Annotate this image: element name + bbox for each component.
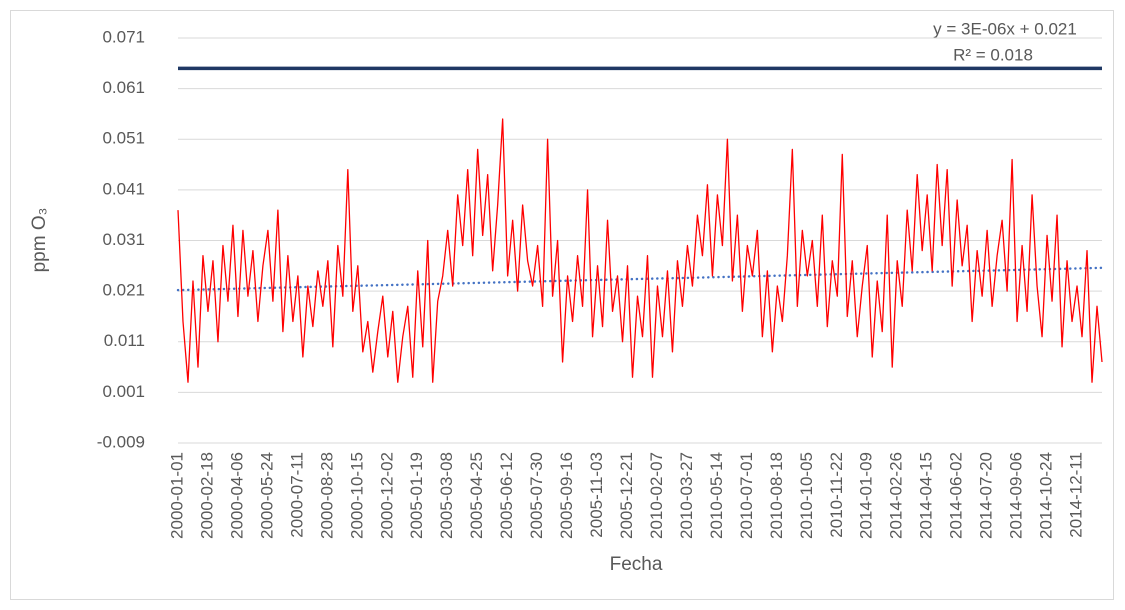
y-axis-title: ppm O₃ xyxy=(29,208,50,273)
r-squared: R² = 0.018 xyxy=(953,45,1033,64)
x-tick-label: 2014-01-09 xyxy=(857,452,876,539)
x-tick-label: 2000-04-06 xyxy=(227,452,246,539)
x-tick-label: 2014-06-02 xyxy=(947,452,966,539)
x-tick-label: 2000-01-01 xyxy=(167,452,186,539)
y-tick-label: 0.061 xyxy=(102,78,145,97)
trend-equation: y = 3E-06x + 0.021 xyxy=(933,19,1077,38)
x-tick-label: 2010-07-01 xyxy=(737,452,756,539)
x-tick-label: 2000-05-24 xyxy=(257,452,276,539)
x-tick-label: 2000-12-02 xyxy=(377,452,396,539)
x-tick-label: 2010-11-22 xyxy=(827,452,846,538)
x-tick-label: 2014-10-24 xyxy=(1037,452,1056,539)
x-tick-label: 2010-02-07 xyxy=(647,452,666,539)
x-tick-label: 2005-12-21 xyxy=(617,452,636,539)
x-tick-label: 2005-06-12 xyxy=(497,452,516,539)
x-tick-label: 2014-12-11 xyxy=(1067,452,1086,538)
x-tick-label: 2005-09-16 xyxy=(557,452,576,539)
y-tick-label: 0.041 xyxy=(102,179,145,198)
data-line xyxy=(177,118,1103,383)
x-tick-label: 2010-03-27 xyxy=(677,452,696,539)
x-tick-label: 2005-11-03 xyxy=(587,452,606,538)
y-tick-label: 0.001 xyxy=(102,382,145,401)
x-tick-label: 2014-07-20 xyxy=(977,452,996,539)
x-tick-label: 2014-09-06 xyxy=(1007,452,1026,539)
x-tick-label: 2005-07-30 xyxy=(527,452,546,539)
x-tick-label: 2010-08-18 xyxy=(767,452,786,539)
x-tick-label: 2005-04-25 xyxy=(467,452,486,539)
y-tick-label: 0.051 xyxy=(102,129,145,148)
x-tick-label: 2010-05-14 xyxy=(707,452,726,539)
x-tick-label: 2000-08-28 xyxy=(317,452,336,539)
trend-line xyxy=(176,266,1104,292)
y-tick-label: 0.031 xyxy=(102,230,145,249)
x-tick-label: 2000-10-15 xyxy=(347,452,366,539)
x-axis-title: Fecha xyxy=(610,554,663,575)
x-tick-label: 2014-04-15 xyxy=(917,452,936,539)
x-tick-label: 2014-02-26 xyxy=(887,452,906,539)
x-tick-label: 2005-03-08 xyxy=(437,452,456,539)
y-tick-label: 0.011 xyxy=(104,331,145,350)
x-tick-label: 2005-01-19 xyxy=(407,452,426,539)
y-tick-label: 0.021 xyxy=(102,281,145,300)
x-tick-label: 2000-02-18 xyxy=(197,452,216,539)
y-tick-label: -0.009 xyxy=(97,432,145,451)
y-tick-label: 0.071 xyxy=(102,27,145,46)
x-tick-label: 2010-10-05 xyxy=(797,452,816,539)
x-tick-label: 2000-07-11 xyxy=(287,452,306,538)
